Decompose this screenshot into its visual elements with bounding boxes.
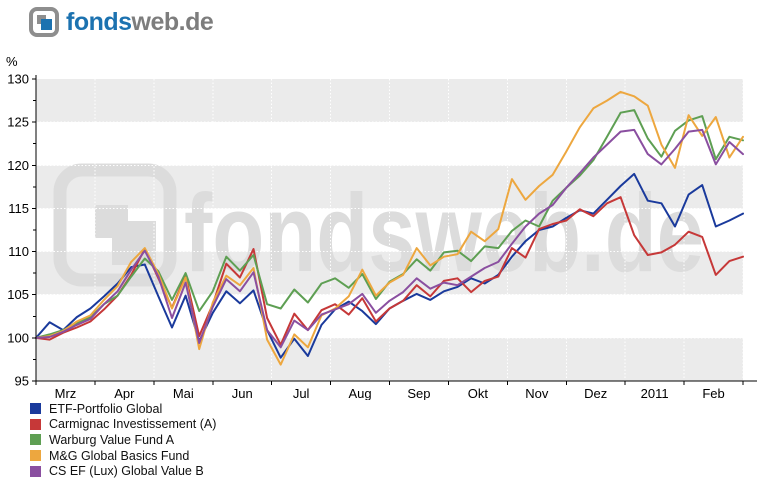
fondsweb-logo[interactable]: fondsweb.de [29, 7, 214, 37]
svg-text:100: 100 [7, 330, 29, 345]
fondsweb-logo-text: fondsweb.de [66, 7, 214, 36]
logo-text-webde: web.de [131, 7, 214, 36]
legend-label: CS EF (Lux) Global Value B [49, 464, 204, 479]
legend-item-cs-ef-global-value: CS EF (Lux) Global Value B [30, 463, 216, 479]
svg-text:Jul: Jul [293, 386, 310, 400]
svg-text:Sep: Sep [407, 386, 430, 400]
svg-text:2011: 2011 [641, 386, 669, 400]
svg-text:95: 95 [15, 374, 29, 389]
legend-label: M&G Global Basics Fund [49, 448, 190, 463]
legend-label: ETF-Portfolio Global [49, 401, 163, 416]
svg-text:125: 125 [7, 115, 29, 130]
svg-text:Apr: Apr [114, 386, 135, 400]
legend-swatch-orange [30, 450, 41, 462]
legend-label: Carmignac Investissement (A) [49, 417, 217, 432]
legend-swatch-blue [30, 403, 41, 415]
legend-item-etf-portfolio-global: ETF-Portfolio Global [30, 401, 216, 417]
legend-swatch-green [30, 434, 41, 446]
logo-blue-square [41, 19, 52, 30]
logo-text-fonds: fonds [66, 7, 132, 36]
legend-item-mg-global-basics: M&G Global Basics Fund [30, 448, 216, 464]
svg-text:Okt: Okt [468, 386, 489, 400]
svg-text:Jun: Jun [232, 386, 253, 400]
header: fondsweb.de [29, 7, 214, 37]
fondsweb-logo-icon [29, 7, 59, 37]
legend-swatch-purple [30, 465, 41, 477]
svg-text:Feb: Feb [702, 386, 724, 400]
performance-chart: fondsweb.de 95 100 105 110 115 120 125 130 Mrz Apr… [6, 54, 757, 400]
svg-text:Aug: Aug [348, 386, 371, 400]
svg-text:Dez: Dez [584, 386, 607, 400]
legend-item-warburg: Warburg Value Fund A [30, 432, 216, 448]
svg-text:115: 115 [8, 201, 29, 216]
svg-text:Mrz: Mrz [55, 386, 77, 400]
svg-text:%: % [6, 54, 18, 69]
svg-text:110: 110 [8, 244, 29, 259]
svg-text:Nov: Nov [525, 386, 549, 400]
legend-item-carmignac: Carmignac Investissement (A) [30, 417, 216, 433]
svg-text:120: 120 [7, 158, 29, 173]
svg-text:fondsweb.de: fondsweb.de [184, 172, 704, 295]
legend-label: Warburg Value Fund A [49, 432, 175, 447]
svg-text:Mai: Mai [173, 386, 194, 400]
svg-text:105: 105 [7, 287, 29, 302]
chart-legend: ETF-Portfolio Global Carmignac Investiss… [30, 401, 216, 479]
legend-swatch-red [30, 418, 41, 430]
svg-text:130: 130 [7, 72, 29, 87]
